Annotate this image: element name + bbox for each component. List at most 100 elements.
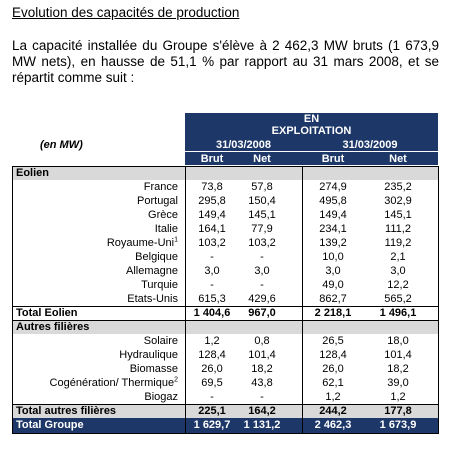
- bottom-line: [12, 433, 439, 434]
- label-text: Grèce: [148, 209, 178, 221]
- column-line: [438, 166, 439, 433]
- value-cell: 12,2: [387, 279, 409, 291]
- value-cell: 39,0: [387, 377, 409, 389]
- value-cell: 145,1: [248, 209, 276, 221]
- row-label: Solaire: [8, 334, 178, 348]
- value-cell: 1,2: [390, 391, 406, 403]
- value-cell: 18,0: [387, 335, 409, 347]
- row-label: Etats-Unis: [8, 292, 178, 306]
- row-band: [12, 404, 438, 418]
- row-label: Hydraulique: [8, 348, 178, 362]
- value-cell: 49,0: [322, 279, 344, 291]
- value-cell: 119,2: [384, 237, 412, 249]
- value-cell: 18,2: [387, 363, 409, 375]
- value-cell: 565,2: [384, 293, 412, 305]
- column-header: Brut: [321, 153, 345, 165]
- value-cell: 62,1: [322, 377, 344, 389]
- value-cell: -: [260, 391, 264, 403]
- row-label: Royaume-Uni1: [8, 236, 178, 250]
- row-label: Total Groupe: [16, 418, 84, 432]
- row-label: Total autres filières: [16, 404, 116, 418]
- value-cell: 0,8: [254, 335, 270, 347]
- value-cell: 73,8: [201, 181, 223, 193]
- value-cell: 43,8: [251, 377, 273, 389]
- label-text: Turquie: [141, 279, 178, 291]
- value-cell: -: [260, 279, 264, 291]
- label-text: Hydraulique: [119, 349, 178, 361]
- value-cell: 177,8: [384, 405, 412, 417]
- value-cell: 164,2: [248, 405, 276, 417]
- row-label: Portugal: [8, 194, 178, 208]
- value-cell: 1 131,2: [243, 419, 281, 431]
- value-cell: 10,0: [322, 251, 344, 263]
- row-label: Allemagne: [8, 264, 178, 278]
- value-cell: 1,2: [325, 391, 341, 403]
- value-cell: 149,4: [319, 209, 347, 221]
- value-cell: 1 496,1: [379, 307, 417, 319]
- row-label: Turquie: [8, 278, 178, 292]
- value-cell: -: [260, 251, 264, 263]
- value-cell: -: [210, 391, 214, 403]
- column-line: [302, 166, 303, 433]
- label-text: Royaume-Uni: [106, 237, 175, 249]
- status-header: EXPLOITATION: [271, 125, 352, 137]
- row-label: Cogénération/ Thermique2: [8, 376, 178, 390]
- label-text: Total autres filières: [16, 405, 117, 417]
- label-text: Solaire: [143, 335, 178, 347]
- label-text: Total Groupe: [16, 419, 84, 431]
- value-cell: 1,2: [204, 335, 220, 347]
- value-cell: -: [210, 279, 214, 291]
- label-text: Biogaz: [144, 391, 178, 403]
- paragraph: La capacité installée du Groupe s'élève …: [12, 38, 439, 85]
- label-text: Portugal: [137, 195, 178, 207]
- value-cell: 862,7: [319, 293, 347, 305]
- row-label: Grèce: [8, 208, 178, 222]
- value-cell: 103,2: [198, 237, 226, 249]
- value-cell: 234,1: [319, 223, 347, 235]
- row-label: Total Eolien: [16, 306, 78, 320]
- value-cell: 2 462,3: [314, 419, 352, 431]
- row-label: France: [8, 180, 178, 194]
- value-cell: 235,2: [384, 181, 412, 193]
- column-header: Net: [389, 153, 407, 165]
- label-text: Biomasse: [129, 363, 178, 375]
- row-line: [12, 404, 438, 405]
- column-header: Brut: [200, 153, 224, 165]
- value-cell: 101,4: [384, 349, 412, 361]
- value-cell: 128,4: [198, 349, 226, 361]
- value-cell: 111,2: [385, 223, 411, 235]
- value-cell: 3,0: [204, 265, 220, 277]
- value-cell: 57,8: [251, 181, 273, 193]
- label-text: Cogénération/ Thermique: [49, 377, 175, 389]
- value-cell: 225,1: [198, 405, 226, 417]
- section-title: Eolien: [16, 167, 50, 179]
- label-text: Belgique: [135, 251, 178, 263]
- value-cell: 302,9: [384, 195, 412, 207]
- value-cell: 77,9: [251, 223, 273, 235]
- title: Evolution des capacités de production: [12, 5, 240, 20]
- date-header: 31/03/2008: [215, 139, 272, 151]
- value-cell: 967,0: [248, 307, 276, 319]
- section-line: [12, 320, 438, 321]
- label-text: Allemagne: [126, 265, 178, 277]
- value-cell: 69,5: [201, 377, 223, 389]
- value-cell: 26,0: [201, 363, 223, 375]
- value-cell: 615,3: [198, 293, 226, 305]
- value-cell: 26,0: [322, 363, 344, 375]
- date-header: 31/03/2009: [342, 139, 398, 151]
- label-text: Etats-Unis: [127, 293, 178, 305]
- label-text: France: [143, 181, 178, 193]
- footnote-mark: 1: [174, 236, 178, 244]
- value-cell: 244,2: [319, 405, 347, 417]
- status-header: EN: [303, 113, 320, 125]
- value-cell: 3,0: [254, 265, 270, 277]
- row-label: Biomasse: [8, 362, 178, 376]
- value-cell: 1 629,7: [193, 419, 231, 431]
- value-cell: 2,1: [390, 251, 406, 263]
- label-text: Italie: [154, 223, 178, 235]
- column-line: [12, 166, 13, 433]
- row-label: Italie: [8, 222, 178, 236]
- section-line: [12, 166, 438, 167]
- section-band: [12, 320, 438, 334]
- value-cell: 3,0: [325, 265, 341, 277]
